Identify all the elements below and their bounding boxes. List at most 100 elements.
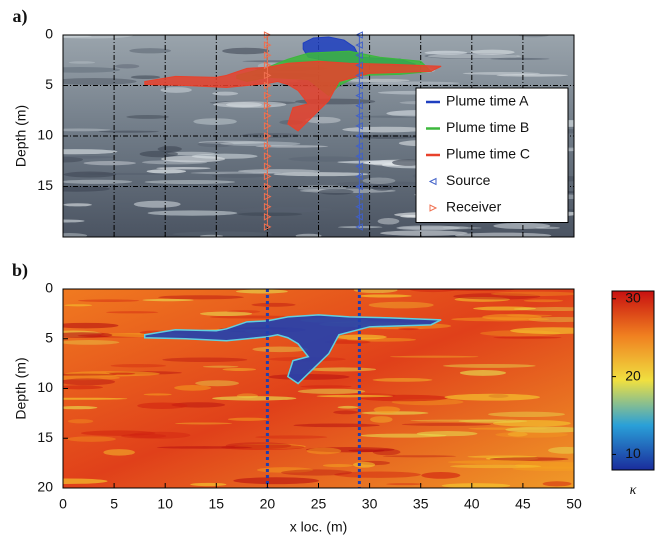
texture: [368, 301, 434, 309]
texture: [493, 336, 562, 339]
texture: [273, 172, 369, 177]
marker: [263, 152, 272, 161]
x-tick-label: 10: [157, 496, 173, 512]
texture: [63, 373, 117, 376]
marker: [263, 101, 272, 110]
texture: [80, 430, 156, 436]
texture: [380, 230, 468, 236]
texture: [68, 61, 96, 64]
texture: [130, 75, 161, 79]
texture: [353, 289, 398, 294]
texture: [305, 116, 341, 124]
texture: [200, 311, 253, 317]
marker: [355, 142, 363, 150]
legend-marker: [429, 204, 438, 212]
texture: [213, 101, 287, 108]
texture: [470, 49, 515, 55]
texture: [190, 482, 227, 487]
texture: [63, 156, 84, 163]
texture: [390, 355, 479, 358]
texture: [147, 210, 238, 216]
texture: [144, 179, 236, 184]
texture: [548, 446, 574, 454]
texture: [121, 433, 167, 439]
texture: [162, 357, 248, 363]
marker: [263, 91, 272, 100]
x-tick-label: 45: [515, 496, 531, 512]
texture: [386, 483, 423, 486]
texture: [141, 160, 208, 165]
texture: [398, 327, 419, 331]
panel-label: a): [13, 6, 28, 27]
texture: [507, 431, 528, 437]
marker: [263, 182, 272, 191]
texture: [360, 411, 429, 415]
texture: [444, 393, 540, 401]
marker: [355, 212, 363, 221]
marker: [263, 111, 272, 120]
x-tick-label: 50: [566, 496, 582, 512]
marker: [263, 142, 272, 150]
texture: [510, 327, 574, 335]
y-tick-label: 0: [45, 280, 53, 296]
legend-entry: Plume time A: [446, 93, 529, 109]
texture: [355, 134, 420, 139]
marker: [355, 192, 363, 201]
x-tick-label: 40: [464, 496, 480, 512]
texture: [63, 385, 104, 390]
texture: [174, 384, 212, 391]
marker: [263, 202, 272, 211]
texture: [172, 231, 273, 237]
texture: [67, 419, 94, 424]
legend-box: [415, 87, 569, 223]
texture: [83, 160, 136, 166]
colorbar-tick-label: 10: [625, 445, 641, 461]
texture: [190, 171, 281, 175]
legend-entry: Plume time B: [446, 119, 529, 135]
texture: [372, 378, 433, 382]
texture: [193, 118, 237, 125]
texture: [63, 179, 133, 184]
colorbar-tick-label: 30: [625, 289, 641, 305]
marker: [355, 91, 363, 100]
colorbar-tick-label: 20: [625, 367, 641, 383]
texture: [308, 367, 377, 372]
texture: [459, 369, 507, 376]
texture: [156, 446, 253, 449]
texture: [281, 469, 353, 476]
texture: [197, 141, 234, 148]
texture: [300, 385, 352, 388]
texture: [237, 212, 303, 217]
texture: [63, 149, 118, 155]
texture: [454, 296, 510, 302]
texture: [288, 156, 364, 162]
y-tick-label: 15: [37, 177, 53, 193]
texture: [443, 363, 536, 368]
marker: [263, 41, 272, 49]
texture: [333, 410, 359, 415]
plot-area: [63, 289, 574, 488]
y-tick-label: 0: [45, 26, 53, 42]
y-tick-label: 5: [45, 329, 53, 345]
marker: [263, 172, 272, 181]
marker: [355, 122, 363, 130]
texture: [343, 78, 410, 83]
texture: [63, 233, 88, 237]
texture: [306, 447, 342, 455]
texture: [63, 155, 116, 159]
texture: [160, 87, 192, 93]
texture: [513, 307, 574, 311]
texture: [222, 367, 257, 371]
marker: [355, 41, 363, 49]
texture: [252, 346, 309, 353]
texture: [255, 145, 329, 148]
texture: [66, 436, 116, 442]
texture: [342, 126, 427, 133]
texture: [316, 394, 394, 398]
texture: [198, 140, 268, 144]
texture: [427, 53, 521, 59]
plot-frame: [62, 34, 575, 238]
texture: [98, 130, 160, 133]
texture: [146, 169, 187, 174]
